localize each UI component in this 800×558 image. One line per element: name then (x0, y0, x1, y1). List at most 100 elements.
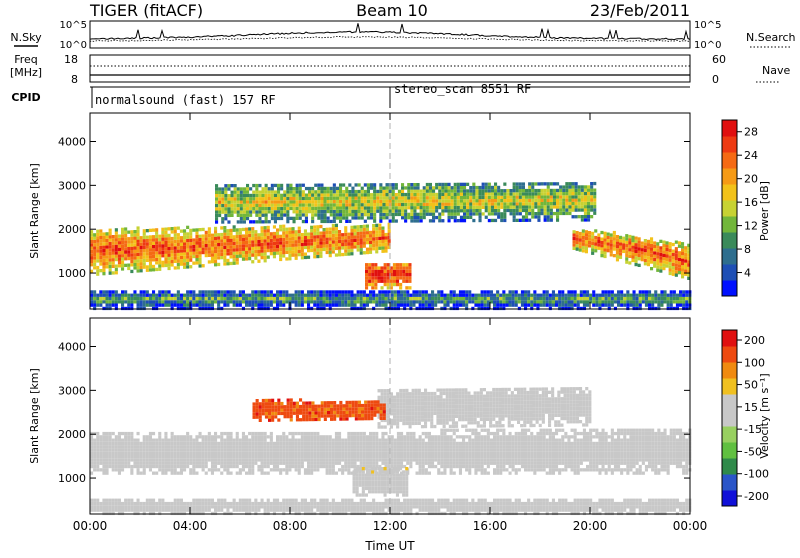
power-echo-cell (600, 241, 603, 244)
power-echo-cell (246, 194, 249, 197)
power-echo-cell (137, 246, 140, 249)
power-echo-cell (177, 300, 180, 303)
power-echo-cell (276, 304, 279, 307)
velocity-echo-cell (354, 462, 357, 465)
velocity-echo-cell (437, 458, 440, 461)
power-echo-cell (373, 183, 376, 186)
power-echo-cell (395, 186, 398, 189)
power-echo-cell (161, 294, 164, 297)
velocity-echo-cell (202, 435, 205, 438)
power-echo-cell (96, 294, 99, 297)
velocity-echo-cell (242, 435, 245, 438)
power-echo-cell (404, 203, 407, 206)
power-echo-cell (109, 255, 112, 258)
power-echo-cell (183, 233, 186, 236)
power-echo-cell (289, 194, 292, 197)
power-echo-cell (292, 237, 295, 240)
velocity-echo-cell (109, 455, 112, 458)
velocity-echo-cell (298, 442, 301, 445)
power-echo-cell (676, 307, 679, 310)
power-echo-cell (502, 300, 505, 303)
power-echo-cell (454, 196, 457, 199)
power-echo-cell (218, 207, 221, 210)
velocity-echo-cell (254, 458, 257, 461)
power-echo-cell (667, 300, 670, 303)
velocity-echo-cell (323, 452, 326, 455)
power-echo-cell (270, 304, 273, 307)
velocity-echo-cell (205, 442, 208, 445)
power-echo-cell (298, 294, 301, 297)
velocity-echo-cell (220, 472, 223, 475)
power-echo-cell (240, 210, 243, 213)
velocity-echo-cell (437, 439, 440, 442)
power-echo-cell (127, 297, 130, 300)
power-echo-cell (363, 225, 366, 228)
velocity-echo-cell (236, 448, 239, 451)
power-echo-cell (531, 209, 534, 212)
power-echo-cell (242, 241, 245, 244)
power-echo-cell (211, 253, 214, 256)
velocity-echo-cell (189, 452, 192, 455)
power-echo-cell (385, 246, 388, 249)
velocity-echo-cell (422, 465, 425, 468)
power-echo-cell (534, 212, 537, 215)
power-echo-cell (537, 202, 540, 205)
power-echo-cell (460, 199, 463, 202)
power-echo-cell (552, 294, 555, 297)
power-echo-cell (279, 297, 282, 300)
power-echo-cell (451, 186, 454, 189)
velocity-echo-cell (106, 439, 109, 442)
power-echo-cell (252, 200, 255, 203)
power-echo-cell (240, 207, 243, 210)
power-echo-cell (254, 247, 257, 250)
power-echo-cell (273, 307, 276, 310)
power-echo-cell (589, 294, 592, 297)
power-echo-cell (149, 304, 152, 307)
power-echo-cell (224, 184, 227, 187)
power-echo-cell (242, 258, 245, 261)
power-echo-cell (382, 206, 385, 209)
power-colorbar-tick-label: 16 (744, 196, 758, 209)
velocity-echo-cell (304, 448, 307, 451)
power-echo-cell (579, 232, 582, 235)
power-echo-cell (233, 229, 236, 232)
velocity-echo-cell (168, 448, 171, 451)
velocity-echo-cell (133, 442, 136, 445)
power-echo-cell (293, 217, 296, 220)
velocity-echo-cell (400, 448, 403, 451)
power-echo-cell (500, 192, 503, 195)
power-echo-cell (588, 231, 591, 234)
power-echo-cell (425, 304, 428, 307)
power-echo-cell (613, 238, 616, 241)
velocity-echo-cell (127, 435, 130, 438)
power-echo-cell (392, 210, 395, 213)
velocity-echo-cell (344, 442, 347, 445)
power-echo-cell (392, 186, 395, 189)
power-echo-cell (282, 297, 285, 300)
power-echo-cell (243, 217, 246, 220)
velocity-echo-cell (164, 448, 167, 451)
velocity-echo-cell (143, 439, 146, 442)
power-echo-cell (220, 240, 223, 243)
power-echo-cell (246, 217, 249, 220)
power-echo-cell (484, 290, 487, 293)
velocity-echo-cell (412, 448, 415, 451)
velocity-echo-cell (118, 439, 121, 442)
power-echo-cell (522, 202, 525, 205)
power-echo-cell (140, 290, 143, 293)
power-echo-cell (310, 249, 313, 252)
velocity-echo-cell (369, 448, 372, 451)
power-echo-cell (168, 257, 171, 260)
power-echo-cell (255, 204, 258, 207)
power-echo-cell (192, 300, 195, 303)
power-echo-cell (572, 215, 575, 218)
power-echo-cell (636, 300, 639, 303)
power-echo-cell (307, 239, 310, 242)
power-echo-cell (682, 294, 685, 297)
velocity-echo-cell (323, 445, 326, 448)
power-echo-cell (360, 307, 363, 310)
power-echo-cell (277, 200, 280, 203)
velocity-echo-cell (369, 432, 372, 435)
power-echo-cell (304, 243, 307, 246)
power-echo-cell (301, 233, 304, 236)
